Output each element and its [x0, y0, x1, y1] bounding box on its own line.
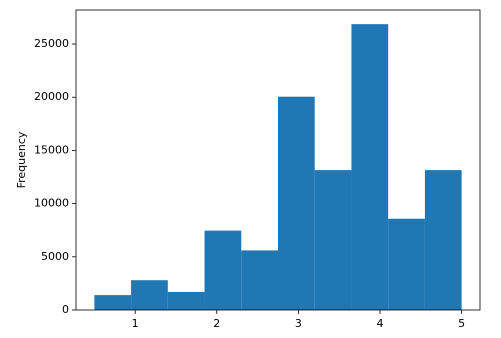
y-tick-label: 10000 — [34, 197, 69, 210]
plot-frame — [75, 9, 481, 311]
bar — [424, 170, 462, 310]
bar — [388, 218, 425, 310]
y-tick-label: 15000 — [34, 143, 69, 156]
bar — [351, 24, 389, 311]
y-tick-label: 0 — [62, 303, 69, 316]
bar — [314, 170, 352, 310]
y-tick-label: 25000 — [34, 37, 69, 50]
bar — [167, 291, 205, 310]
x-tick-label: 4 — [377, 317, 384, 330]
y-tick-label: 5000 — [41, 250, 69, 263]
x-tick-label: 2 — [213, 317, 220, 330]
x-tick-label: 1 — [132, 317, 139, 330]
bar — [204, 230, 242, 310]
y-tick-label: 20000 — [34, 90, 69, 103]
bar — [241, 250, 278, 310]
bar — [131, 280, 168, 310]
bar — [278, 96, 315, 311]
bar — [94, 295, 132, 310]
x-tick-label: 3 — [295, 317, 302, 330]
y-axis-label: Frequency — [15, 131, 28, 188]
x-tick-label: 5 — [458, 317, 465, 330]
